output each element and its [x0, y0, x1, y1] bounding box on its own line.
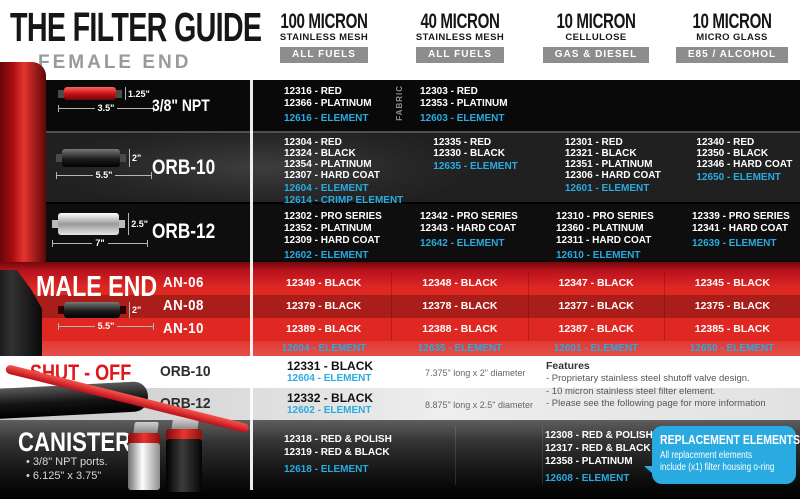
female-end-section-label: FEMALE END	[38, 52, 192, 73]
column-header-100-micron: 100 MICRON STAINLESS MESH ALL FUELS	[256, 10, 392, 63]
column-header-10-micron-micro-glass: 10 MICRON MICRO GLASS E85 / ALCOHOL	[664, 10, 800, 63]
red-filter-photo	[0, 62, 46, 262]
callout-body: All replacement elements include (x1) fil…	[660, 450, 775, 473]
column-subtitle: STAINLESS MESH	[279, 32, 369, 43]
parts-cell: 12310 - PRO SERIES 12360 - PLATINUM 12311 …	[556, 211, 654, 261]
column-subtitle: STAINLESS MESH	[415, 32, 505, 43]
length-dimension: 5.5"	[58, 321, 154, 331]
male-end-rows: 12349 - BLACK 12348 - BLACK 12347 - BLACK 1…	[256, 272, 800, 356]
column-header-10-micron-cellulose: 10 MICRON CELLULOSE GAS & DIESEL	[528, 10, 664, 63]
fuel-badge: ALL FUELS	[416, 47, 504, 63]
label-column-divider	[250, 80, 253, 490]
parts-cell: 12302 - PRO SERIES 12352 - PLATINUM 12309 …	[284, 211, 382, 261]
canister-polish-art	[128, 443, 160, 490]
replacement-elements-callout: REPLACEMENT ELEMENTS All replacement ele…	[652, 426, 800, 484]
length-dimension: 5.5"	[56, 170, 152, 180]
length-dimension: 3.5"	[58, 103, 154, 113]
column-divider	[542, 426, 543, 485]
row-label: ORB-10	[152, 155, 216, 179]
column-title: 10 MICRON	[556, 10, 636, 33]
filter-illustration: 1.25" 3.5"	[58, 87, 154, 113]
canister-cap-art	[166, 429, 202, 440]
parts-cell: 12308 - RED & POLISH 12317 - RED & BLACK 1…	[545, 430, 653, 484]
filter-illustration: 2" 5.5"	[56, 149, 152, 180]
row-band	[0, 295, 800, 318]
row-label: 3/8" NPT	[152, 95, 210, 115]
height-dimension: 2"	[129, 302, 141, 318]
features-block: Features - Proprietary stainless steel s…	[546, 360, 794, 411]
row-label: AN-10	[163, 321, 204, 337]
parts-cell: FABRIC 12303 - RED 12353 - PLATINUM 12603…	[395, 85, 508, 124]
parts-cell: 12340 - RED 12350 - BLACK 12346 - HARD COA…	[696, 137, 793, 183]
parts-cell: 12335 - RED 12330 - BLACK 12635 - ELEMENT	[433, 137, 518, 172]
fuel-badge: ALL FUELS	[280, 47, 368, 63]
row-label: AN-08	[163, 298, 204, 314]
size-description: 7.375" long x 2" diameter	[425, 368, 526, 378]
table-row-an08: 12379 - BLACK 12378 - BLACK 12377 - BLACK 1…	[256, 295, 800, 318]
column-header-40-micron: 40 MICRON STAINLESS MESH ALL FUELS	[392, 10, 528, 63]
male-end-section: MALE END AN-06 AN-08 AN-10 2" 5.5" 12349…	[0, 262, 800, 356]
parts-cell-empty	[528, 80, 664, 131]
an-row-labels: AN-06 AN-08 AN-10	[163, 272, 207, 341]
parts-cell: 12301 - RED 12321 - BLACK 12351 - PLATINUM…	[564, 137, 661, 194]
parts-cell-empty	[664, 80, 800, 131]
canister-section: CANISTER • 3/8" NPT ports. • 6.125" x 3.7…	[0, 419, 800, 499]
parts-cell: 12339 - PRO SERIES 12341 - HARD COAT 1263…	[692, 211, 790, 249]
height-dimension: 2.5"	[128, 213, 148, 235]
page-title: THE FILTER GUIDE	[10, 4, 262, 50]
table-row-an10: 12389 - BLACK 12388 - BLACK 12387 - BLACK 1…	[256, 318, 800, 341]
parts-cell: 12318 - RED & POLISH 12319 - RED & BLACK …	[284, 434, 392, 475]
fuel-badge: E85 / ALCOHOL	[675, 47, 789, 63]
canister-cap-art	[128, 433, 160, 444]
female-end-table: 1.25" 3.5" 3/8" NPT 12316 - RED 12366 - P…	[0, 80, 800, 262]
male-end-section-label: MALE END	[36, 271, 158, 303]
row-label: ORB-10	[160, 363, 211, 380]
callout-title: REPLACEMENT ELEMENTS	[660, 433, 800, 447]
table-row-orb12: 2.5" 7" ORB-12 12302 - PRO SERIES 12352 -…	[0, 204, 800, 261]
features-list: - Proprietary stainless steel shutoff va…	[546, 373, 766, 409]
features-title: Features	[546, 360, 590, 372]
column-subtitle: CELLULOSE	[565, 32, 627, 43]
parts-cell: 12304 - RED 12324 - BLACK 12354 - PLATINUM…	[284, 137, 404, 206]
height-dimension: 1.25"	[125, 87, 150, 100]
row-label: AN-06	[163, 275, 204, 291]
parts-cell: 12332 - BLACK 12602 - ELEMENT	[287, 391, 374, 417]
column-divider	[455, 426, 456, 485]
filter-illustration: 2" 5.5"	[58, 302, 154, 331]
row-label: ORB-12	[152, 220, 216, 243]
canister-section-label: CANISTER	[18, 427, 132, 457]
table-row-orb10: 2" 5.5" ORB-10 12304 - RED 12324 - BLACK 1…	[0, 133, 800, 206]
column-title: 40 MICRON	[420, 10, 500, 33]
fabric-note: FABRIC	[395, 85, 404, 121]
table-row-an06: 12349 - BLACK 12348 - BLACK 12347 - BLACK 1…	[256, 272, 800, 295]
parts-cell: 12331 - BLACK 12604 - ELEMENT	[287, 359, 374, 385]
table-row-npt: 1.25" 3.5" 3/8" NPT 12316 - RED 12366 - P…	[0, 80, 800, 133]
column-subtitle: MICRO GLASS	[696, 32, 768, 43]
column-headers: 100 MICRON STAINLESS MESH ALL FUELS 40 M…	[256, 10, 800, 63]
column-title: 10 MICRON	[692, 10, 772, 33]
canister-specs: • 3/8" NPT ports. • 6.125" x 3.75"	[26, 456, 108, 482]
column-title: 100 MICRON	[280, 10, 368, 33]
parts-cell: 12316 - RED 12366 - PLATINUM 12616 - ELEM…	[284, 86, 372, 124]
parts-cell: 12342 - PRO SERIES 12343 - HARD COAT 1264…	[420, 211, 518, 249]
length-dimension: 7"	[52, 238, 148, 248]
element-row-band	[0, 341, 800, 356]
canister-black-art	[166, 439, 202, 492]
fuel-badge: GAS & DIESEL	[542, 47, 650, 63]
height-dimension: 2"	[129, 149, 141, 167]
element-row: 12604 - ELEMENT 12635 - ELEMENT 12601 - EL…	[281, 343, 775, 354]
size-description: 8.875" long x 2.5" diameter	[425, 400, 533, 410]
filter-illustration: 2.5" 7"	[52, 213, 148, 248]
